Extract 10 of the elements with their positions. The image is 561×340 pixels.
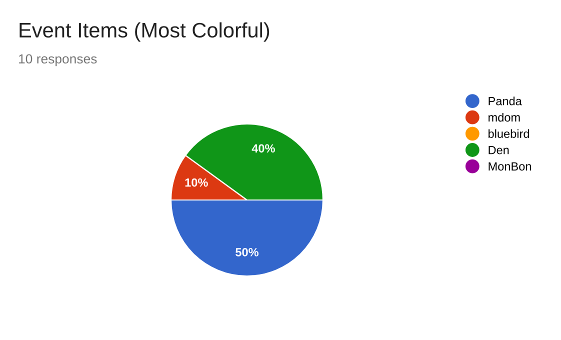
data-label: 10% xyxy=(185,178,208,187)
chart-title: Event Items (Most Colorful) xyxy=(20,22,270,42)
legend-label: MonBon xyxy=(488,162,531,171)
legend-label: Den xyxy=(488,146,509,154)
text: 10 responses xyxy=(19,54,97,66)
legend-label: mdom xyxy=(488,112,520,122)
data-label: 50% xyxy=(236,248,259,256)
legend-label: bluebird xyxy=(488,129,530,138)
data-label: 40% xyxy=(252,144,275,153)
legend-label: Panda xyxy=(488,96,522,106)
